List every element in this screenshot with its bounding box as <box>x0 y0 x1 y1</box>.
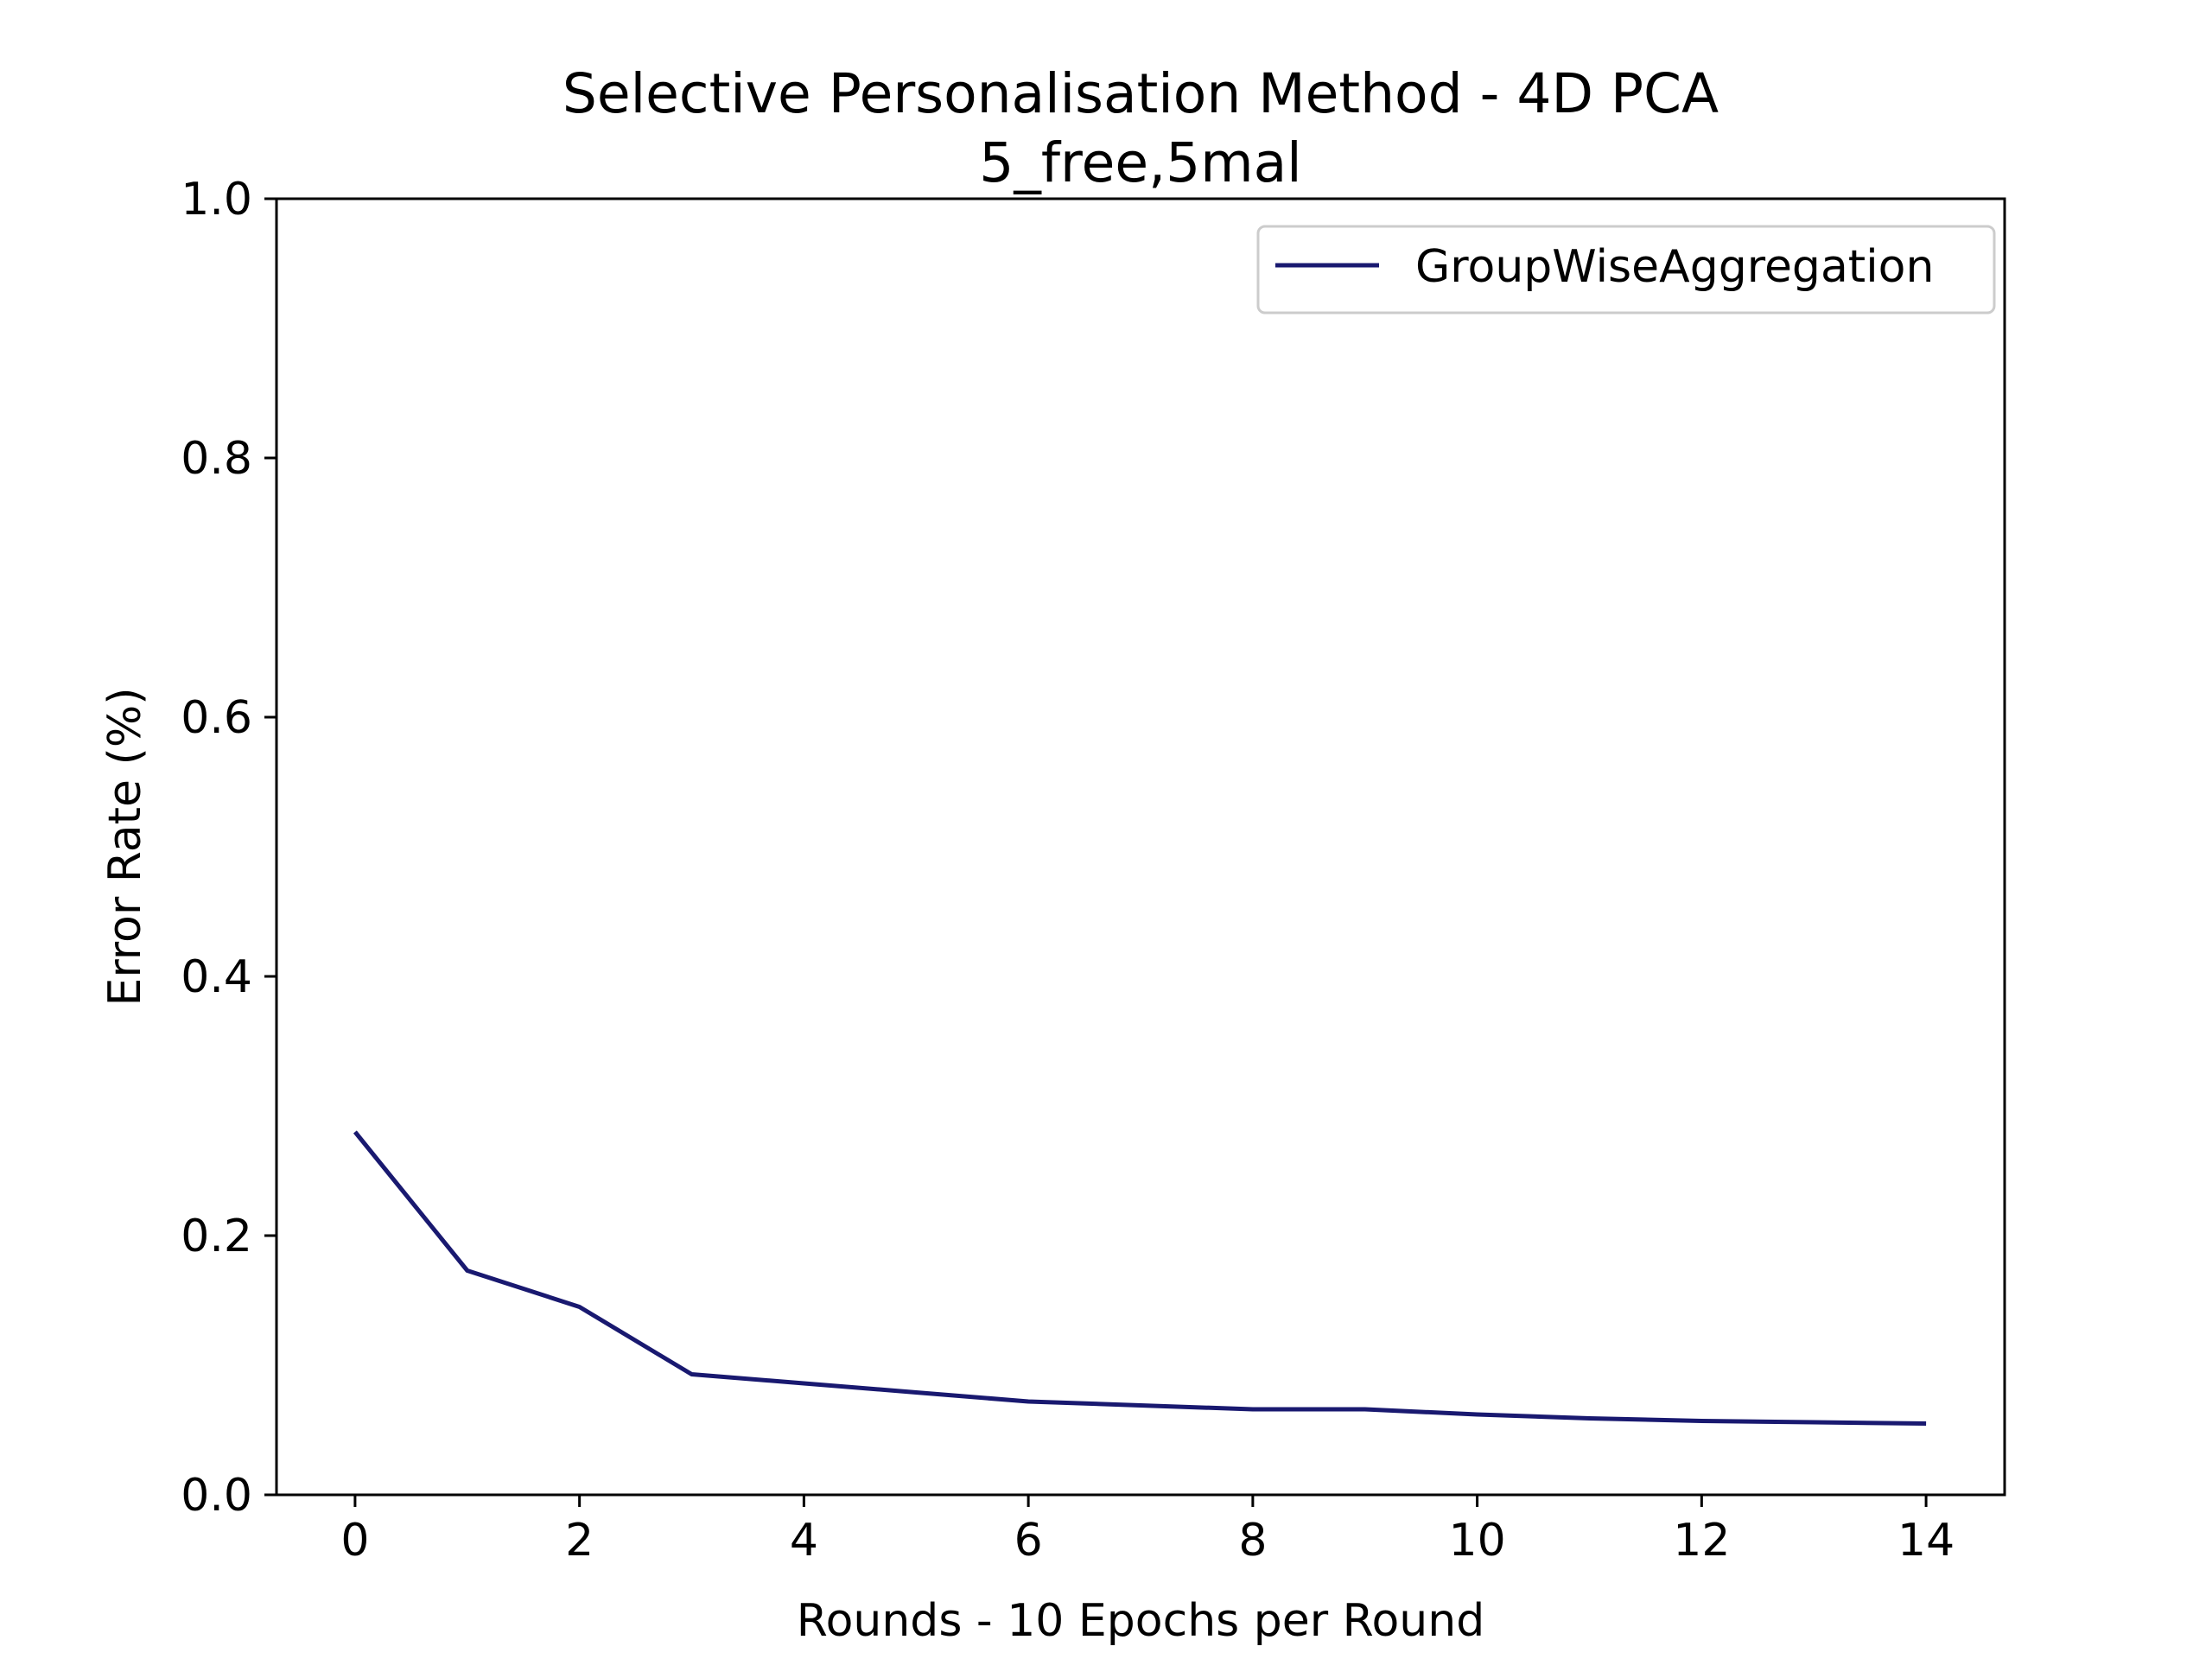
y-tick-label: 0.8 <box>181 433 252 485</box>
plot-area <box>275 197 2006 1497</box>
y-tick-label: 1.0 <box>181 174 252 226</box>
chart-title: Selective Personalisation Method - 4D PC… <box>563 62 1719 125</box>
x-axis-ticks: 0 2 4 6 8 10 12 14 <box>340 1495 1955 1567</box>
x-axis-label: Rounds - 10 Epochs per Round <box>797 1595 1484 1647</box>
y-axis-ticks: 0.0 0.2 0.4 0.6 0.8 1.0 <box>181 174 276 1522</box>
plot-frame <box>275 197 2006 1497</box>
x-tick-label: 6 <box>1014 1515 1043 1567</box>
series-layer <box>353 1130 1927 1426</box>
x-tick-label: 8 <box>1238 1515 1267 1567</box>
x-tick-label: 10 <box>1449 1515 1506 1567</box>
y-tick-label: 0.6 <box>181 692 252 744</box>
y-axis-label: Error Rate (%) <box>99 687 151 1006</box>
legend-box <box>1256 225 1996 315</box>
x-tick-label: 12 <box>1673 1515 1730 1567</box>
chart-subtitle: 5_free,5mal <box>979 131 1301 194</box>
plot-background <box>276 199 2005 1495</box>
y-tick-label: 0.4 <box>181 951 252 1003</box>
y-tick-label: 0.2 <box>181 1211 252 1262</box>
x-tick-label: 0 <box>340 1515 369 1567</box>
x-tick-label: 4 <box>790 1515 818 1567</box>
legend: GroupWiseAggregation <box>1256 225 1996 315</box>
y-tick-label: 0.0 <box>181 1470 252 1522</box>
legend-label-groupwiseaggregation: GroupWiseAggregation <box>1415 241 1934 293</box>
x-tick-label: 14 <box>1897 1515 1955 1567</box>
series-line-groupwiseaggregation <box>353 1130 1927 1426</box>
x-tick-label: 2 <box>565 1515 594 1567</box>
